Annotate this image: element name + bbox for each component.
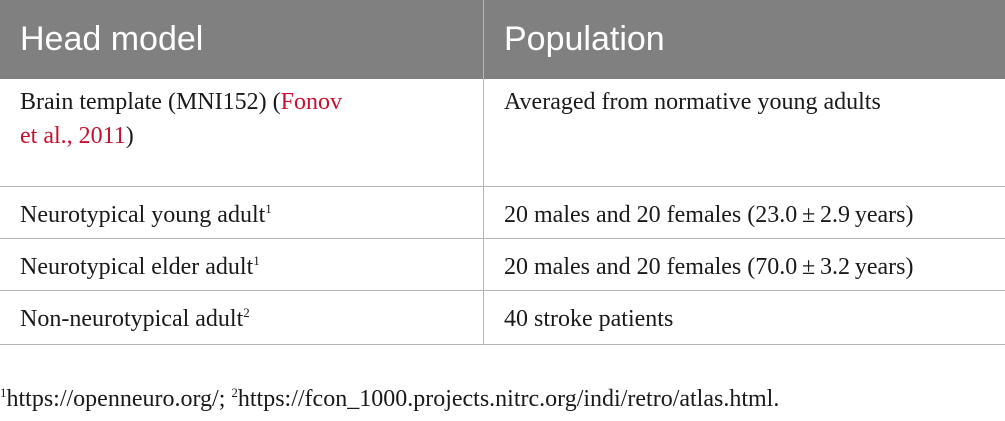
table-row: Non-neurotypical adult2 40 stroke patien… (0, 291, 1005, 345)
footnote-marker: 2 (243, 305, 250, 320)
citation-link[interactable]: Fonov (280, 89, 342, 115)
cell-head-model: Neurotypical young adult1 (0, 187, 484, 238)
model-text: Neurotypical elder adult (20, 254, 254, 280)
cell-population: 40 stroke patients (504, 306, 674, 332)
data-table: Head model Population Brain template (MN… (0, 0, 1005, 345)
header-head-model: Head model (0, 0, 484, 79)
cell-population: 20 males and 20 females (23.0 ± 2.9 year… (504, 202, 914, 228)
table-footnote: 1https://openneuro.org/; 2https://fcon_1… (0, 382, 779, 416)
cell-population: 20 males and 20 females (70.0 ± 3.2 year… (504, 254, 914, 280)
table-row: Neurotypical elder adult1 20 males and 2… (0, 239, 1005, 291)
model-text: ) (125, 123, 134, 149)
cell-head-model: Brain template (MNI152) (Fonov et al., 20… (0, 79, 484, 186)
footnote-marker: 1 (265, 201, 272, 216)
cell-head-model: Non-neurotypical adult2 (0, 291, 484, 344)
footnote-link[interactable]: https://openneuro.org/; (6, 386, 232, 412)
footnote-link[interactable]: https://fcon_1000.projects.nitrc.org/ind… (237, 386, 780, 412)
footnote-marker: 1 (0, 385, 7, 400)
citation-link[interactable]: et al., 2011 (20, 123, 126, 149)
model-text: Brain template (MNI152) ( (20, 89, 281, 115)
footnote-marker: 2 (231, 385, 238, 400)
model-text: Neurotypical young adult (20, 202, 266, 228)
footnote-marker: 1 (253, 253, 260, 268)
model-text: Non-neurotypical adult (20, 306, 244, 332)
table-row: Neurotypical young adult1 20 males and 2… (0, 187, 1005, 239)
cell-head-model: Neurotypical elder adult1 (0, 239, 484, 290)
cell-population: Averaged from normative young adults (504, 89, 881, 115)
table-header-row: Head model Population (0, 0, 1005, 79)
table-row: Brain template (MNI152) (Fonov et al., 20… (0, 79, 1005, 187)
header-population: Population (504, 20, 665, 58)
